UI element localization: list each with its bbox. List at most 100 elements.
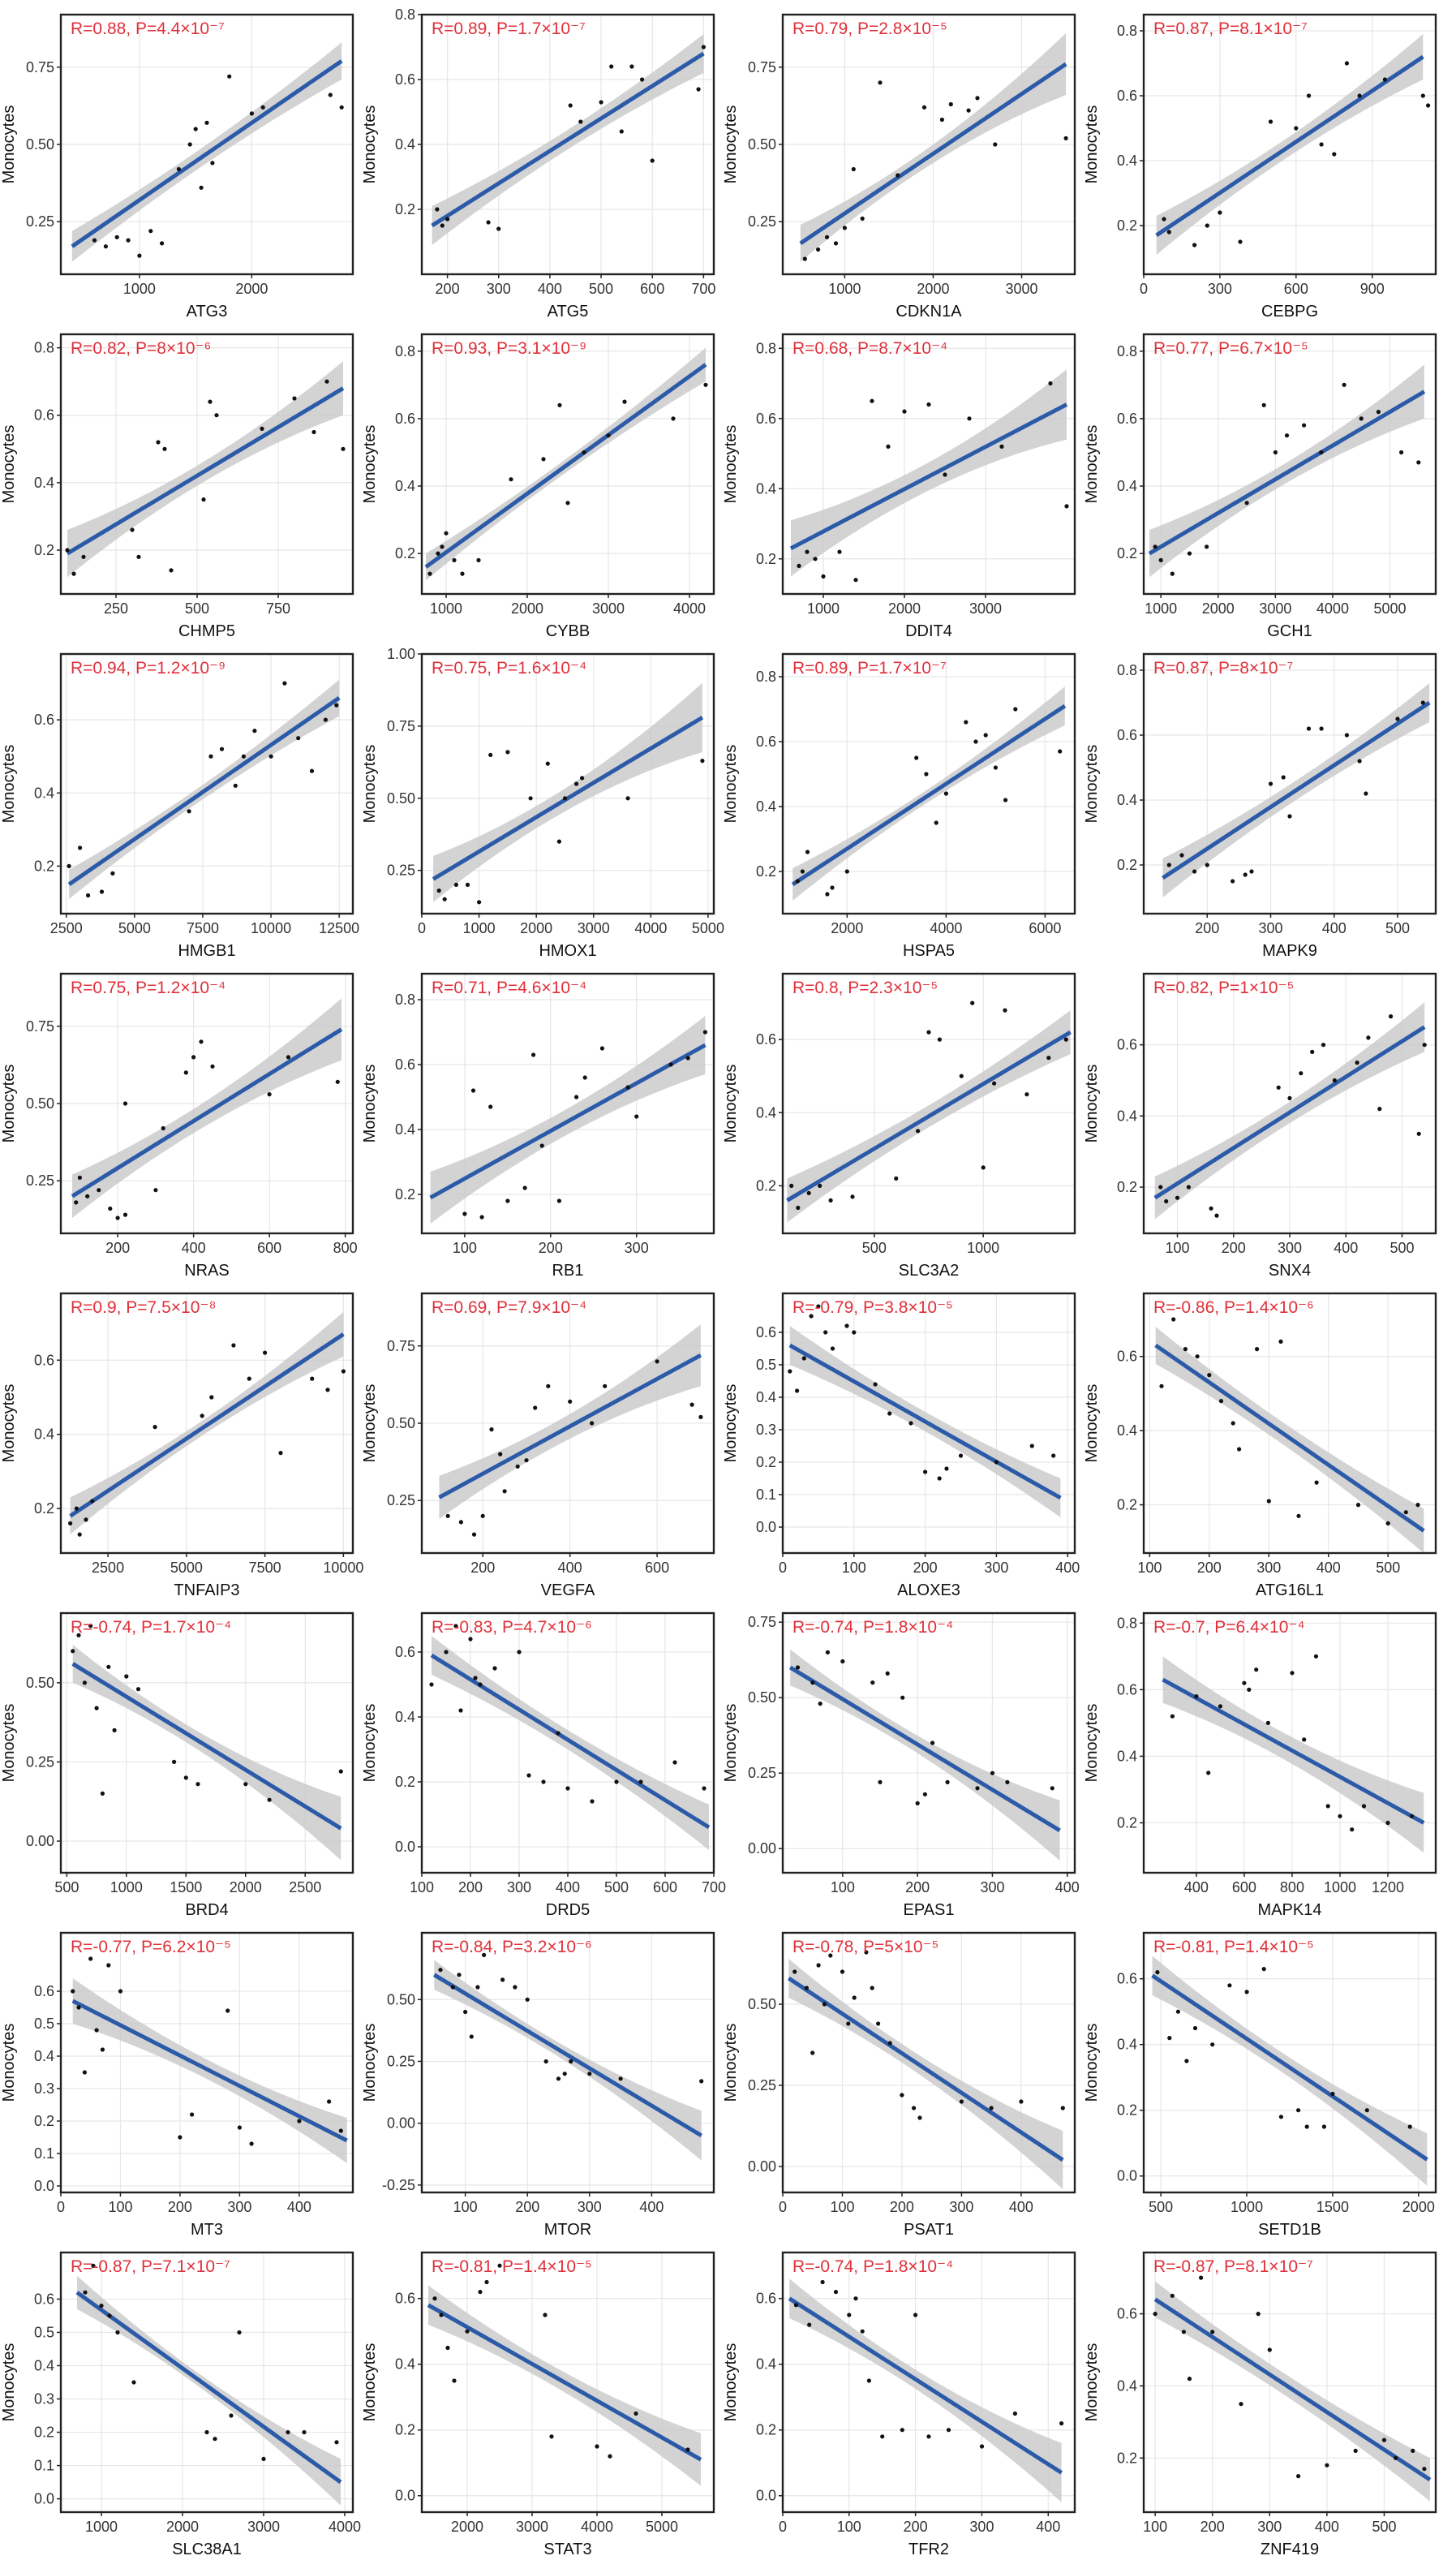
data-point [107, 2313, 112, 2318]
scatter-panel-setd1b: 500 1000 1500 2000 0.0 0.2 0.4 0.6 SETD1B Monocyt… [1083, 1931, 1437, 2239]
x-tick-label: 1200 [1372, 1879, 1404, 1895]
scatter-panel-slc38a1: 1000 2000 3000 4000 0.0 0.1 0.2 0.3 0.4 0.5 0.6 SLC… [0, 2251, 361, 2558]
data-point [562, 2072, 567, 2076]
x-tick-label: 2000 [1202, 600, 1235, 617]
data-point [213, 2437, 217, 2442]
data-point [1407, 2124, 1412, 2129]
data-point [840, 1969, 845, 1974]
x-tick-label: 2000 [511, 600, 543, 617]
data-point [569, 2059, 573, 2064]
data-point [99, 889, 105, 894]
data-point [1181, 2330, 1186, 2334]
data-point [496, 226, 501, 231]
data-point [260, 105, 265, 110]
data-point [1158, 557, 1163, 563]
x-tick-label: 2000 [888, 600, 921, 617]
y-tick-label: 0.2 [756, 1177, 776, 1194]
data-point [1187, 551, 1192, 556]
y-tick-label: 0.2 [34, 1500, 54, 1517]
data-point [1273, 450, 1278, 455]
data-point [339, 105, 344, 110]
y-tick-label: 0.6 [1117, 88, 1137, 104]
y-tick-label: 0.8 [395, 6, 415, 23]
data-point [1353, 2448, 1358, 2453]
data-point [804, 1986, 810, 1990]
x-tick-label: 0 [418, 920, 426, 936]
data-point [853, 2296, 858, 2301]
data-point [1231, 1421, 1235, 1426]
data-point [923, 1469, 928, 1474]
x-tick-label: 100 [1143, 2519, 1167, 2535]
data-point [1158, 1185, 1163, 1190]
data-point [606, 433, 611, 438]
data-point [110, 871, 115, 876]
x-tick-label: 1500 [1316, 2199, 1349, 2215]
data-point [795, 1388, 800, 1393]
data-point [200, 1413, 204, 1418]
y-tick-label: 0.6 [34, 407, 54, 424]
data-point [582, 450, 586, 455]
correlation-stat: R=0.93, P=3.1×10⁻⁹ [432, 339, 586, 358]
data-point [625, 1085, 630, 1090]
correlation-stat: R=0.71, P=4.6×10⁻⁴ [432, 979, 586, 997]
data-point [452, 2378, 457, 2383]
x-tick-label: 300 [949, 2199, 973, 2215]
data-point [922, 1792, 927, 1796]
data-point [844, 1323, 849, 1328]
data-point [870, 1680, 875, 1685]
data-point [993, 765, 998, 770]
x-axis-title: DDIT4 [905, 622, 952, 640]
y-axis-title: Monocytes [722, 1704, 740, 1783]
x-tick-label: 500 [1372, 2519, 1396, 2535]
y-axis-title: Monocytes [361, 745, 379, 824]
x-axis-title: RB1 [552, 1262, 584, 1280]
data-point [323, 717, 328, 722]
x-tick-label: 400 [287, 2199, 311, 2215]
y-tick-label: 0.4 [756, 2356, 776, 2373]
data-point [1175, 2009, 1180, 2014]
y-tick-label: 0.50 [387, 1991, 415, 2007]
data-point [1350, 1827, 1355, 1832]
data-point [966, 108, 971, 113]
data-point [574, 1095, 579, 1099]
data-point [556, 1198, 562, 1203]
correlation-stat: R=0.9, P=7.5×10⁻⁸ [71, 1298, 216, 1317]
y-tick-label: 0.4 [34, 2048, 54, 2064]
data-point [225, 2008, 230, 2013]
data-point [650, 158, 655, 163]
regression-line [71, 1999, 348, 2143]
y-tick-label: 0.5 [34, 2016, 54, 2032]
data-point [565, 1786, 570, 1791]
data-point [131, 2380, 136, 2385]
x-tick-label: 500 [589, 281, 613, 297]
y-tick-label: 0.4 [34, 475, 54, 491]
data-point [816, 1963, 821, 1968]
data-point [638, 1779, 643, 1784]
data-point [90, 1499, 95, 1504]
data-point [83, 2290, 88, 2295]
x-tick-label: 5000 [1374, 600, 1407, 617]
data-point [1284, 433, 1290, 438]
data-point [1205, 863, 1209, 867]
data-point [1382, 77, 1387, 82]
regression-line [71, 1027, 343, 1198]
x-axis-title: ATG16L1 [1256, 1581, 1324, 1599]
y-tick-label: 0.6 [1117, 2306, 1137, 2322]
x-tick-label: 200 [168, 2199, 192, 2215]
data-point [438, 1968, 443, 1973]
data-point [1192, 243, 1197, 247]
x-tick-label: 0 [779, 2199, 787, 2215]
y-axis-title: Monocytes [722, 2343, 740, 2422]
correlation-stat: R=-0.84, P=3.2×10⁻⁶ [432, 1938, 592, 1956]
y-axis-title: Monocytes [0, 2024, 18, 2102]
data-point [1278, 1339, 1283, 1344]
data-point [908, 1421, 913, 1426]
data-point [78, 845, 83, 850]
data-point [282, 681, 287, 686]
y-tick-label: 0.6 [756, 1324, 776, 1340]
data-point [1239, 2402, 1243, 2407]
data-point [993, 142, 998, 147]
y-tick-label: 0.6 [395, 71, 415, 88]
data-point [500, 1977, 505, 1982]
data-point [152, 1425, 157, 1430]
